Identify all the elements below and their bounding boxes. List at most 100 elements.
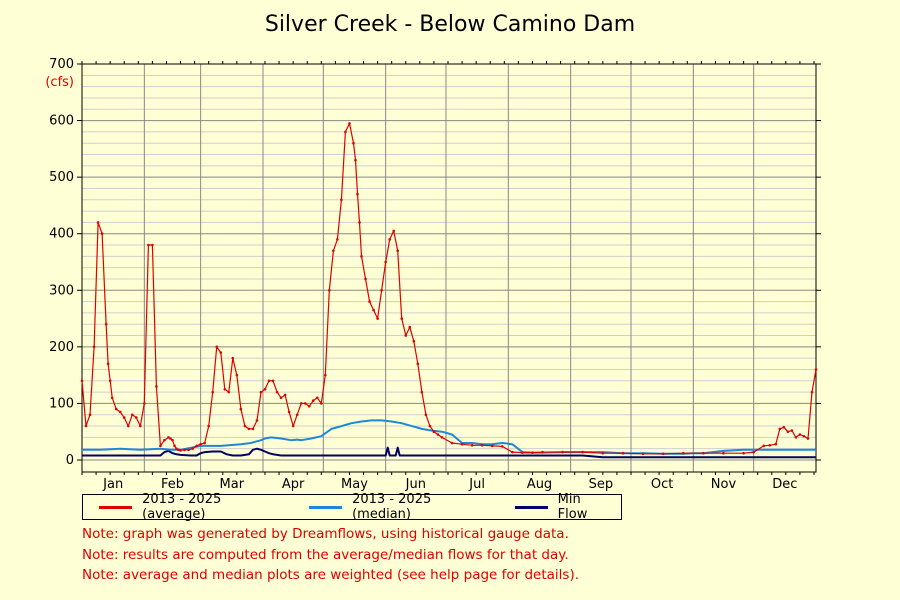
data-point bbox=[360, 255, 363, 258]
data-point bbox=[581, 450, 585, 454]
data-point bbox=[155, 385, 158, 388]
data-point bbox=[167, 436, 170, 439]
x-tick-label: May bbox=[341, 477, 368, 492]
data-point bbox=[275, 390, 279, 394]
data-point bbox=[376, 317, 379, 320]
notes: Note: graph was generated by Dreamflows,… bbox=[82, 524, 579, 586]
data-point bbox=[283, 393, 287, 397]
legend-label-median: 2013 - 2025 (median) bbox=[352, 492, 432, 522]
data-point bbox=[352, 141, 355, 145]
data-point bbox=[118, 410, 122, 414]
data-point bbox=[211, 390, 215, 394]
legend-item-average: 2013 - 2025 (average) bbox=[99, 492, 285, 522]
data-point bbox=[235, 373, 239, 377]
data-point bbox=[311, 399, 315, 402]
data-point bbox=[380, 288, 383, 292]
data-point bbox=[130, 413, 134, 417]
data-point bbox=[203, 441, 206, 445]
y-tick-label: 200 bbox=[49, 340, 74, 355]
data-point bbox=[303, 402, 307, 405]
data-point bbox=[782, 425, 786, 429]
data-point bbox=[400, 317, 404, 320]
y-tick-label: 600 bbox=[49, 114, 74, 129]
data-point bbox=[227, 390, 231, 394]
plot-frame bbox=[81, 63, 817, 473]
data-point bbox=[480, 443, 484, 447]
data-point bbox=[183, 448, 186, 452]
data-point bbox=[336, 238, 339, 241]
x-tick-label: Apr bbox=[282, 477, 305, 492]
y-tick-label: 300 bbox=[49, 283, 74, 298]
data-point bbox=[364, 277, 367, 281]
axes: 0 100 200 300 400 500 600 700 (cfs) Jan Feb Mar Apr M… bbox=[45, 57, 821, 492]
chart-title: Silver Creek - Below Camino Dam bbox=[264, 12, 636, 37]
data-point bbox=[96, 221, 100, 224]
data-point bbox=[163, 438, 166, 442]
data-point bbox=[384, 260, 387, 264]
data-point bbox=[259, 390, 263, 394]
data-point bbox=[428, 424, 432, 428]
data-point bbox=[271, 379, 275, 383]
data-point bbox=[199, 442, 202, 446]
data-point bbox=[267, 379, 271, 383]
data-point bbox=[661, 452, 665, 456]
data-point bbox=[179, 449, 182, 452]
data-point bbox=[151, 243, 154, 247]
data-point bbox=[420, 390, 424, 394]
x-tick-label: Feb bbox=[161, 477, 184, 492]
data-point bbox=[320, 402, 323, 405]
data-point bbox=[143, 402, 146, 405]
data-point bbox=[80, 379, 84, 383]
data-point bbox=[215, 345, 219, 349]
data-point bbox=[239, 407, 243, 411]
note-1: Note: graph was generated by Dreamflows,… bbox=[82, 526, 569, 542]
data-point bbox=[778, 427, 782, 431]
data-point bbox=[798, 433, 802, 436]
legend-swatch-average bbox=[99, 505, 133, 509]
data-point bbox=[742, 451, 745, 455]
data-point bbox=[223, 387, 227, 391]
data-point bbox=[450, 441, 454, 445]
legend-item-minflow: Min Flow bbox=[514, 492, 613, 522]
y-tick-label: 0 bbox=[66, 453, 74, 468]
data-point bbox=[424, 413, 428, 417]
data-point bbox=[762, 444, 766, 448]
data-point bbox=[92, 345, 96, 349]
data-point bbox=[412, 339, 416, 343]
data-point bbox=[122, 416, 126, 419]
data-point bbox=[171, 438, 174, 442]
data-point bbox=[404, 334, 408, 337]
data-point bbox=[774, 442, 778, 446]
data-point bbox=[802, 434, 806, 438]
data-point bbox=[243, 424, 247, 428]
data-point bbox=[332, 249, 335, 252]
data-point bbox=[388, 238, 391, 241]
series-line-2 bbox=[82, 446, 816, 459]
data-point bbox=[291, 424, 295, 428]
data-point bbox=[177, 448, 180, 452]
data-point bbox=[806, 437, 810, 440]
y-tick-label: 500 bbox=[49, 170, 74, 185]
data-point bbox=[752, 450, 755, 454]
note-2: Note: results are computed from the aver… bbox=[82, 546, 569, 563]
x-tick-label: Dec bbox=[772, 477, 797, 492]
data-point bbox=[372, 308, 375, 312]
data-point bbox=[110, 396, 114, 400]
data-point bbox=[408, 325, 412, 329]
y-tick-label: 700 bbox=[49, 57, 74, 72]
data-point bbox=[416, 362, 420, 366]
data-point bbox=[348, 122, 351, 125]
data-point bbox=[255, 419, 259, 422]
data-point bbox=[159, 444, 162, 448]
data-point bbox=[500, 445, 504, 448]
data-point bbox=[106, 362, 110, 366]
data-point bbox=[84, 424, 88, 428]
data-point bbox=[470, 443, 474, 447]
data-point bbox=[219, 351, 223, 354]
data-point bbox=[175, 447, 178, 450]
data-point bbox=[641, 452, 645, 456]
data-point bbox=[315, 396, 319, 400]
data-point bbox=[324, 373, 327, 377]
legend-swatch-minflow bbox=[514, 505, 548, 509]
